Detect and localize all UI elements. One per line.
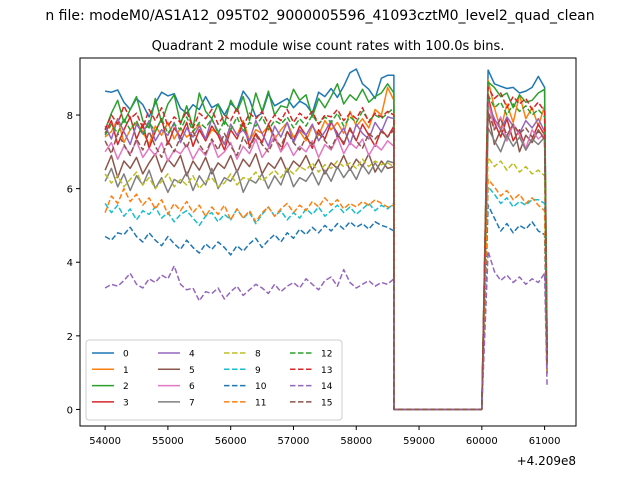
legend-label: 15 bbox=[321, 398, 332, 408]
y-tick-label: 2 bbox=[67, 332, 73, 343]
x-tick-label: 61000 bbox=[529, 436, 561, 447]
x-offset-label: +4.209e8 bbox=[517, 454, 576, 468]
legend-label: 13 bbox=[321, 366, 332, 376]
x-tick-label: 54000 bbox=[89, 436, 121, 447]
y-tick-label: 4 bbox=[67, 258, 73, 269]
legend-label: 6 bbox=[189, 382, 195, 392]
y-tick-label: 6 bbox=[67, 185, 73, 196]
figure-suptitle: n file: modeM0/AS1A12_095T02_9000005596_… bbox=[45, 8, 594, 24]
plot-frame bbox=[79, 57, 577, 427]
legend-label: 3 bbox=[123, 398, 129, 408]
series-line-12 bbox=[104, 94, 548, 411]
x-tick-label: 55000 bbox=[152, 436, 184, 447]
y-axis: 0 2 4 6 8 bbox=[67, 111, 80, 416]
legend-label: 5 bbox=[189, 366, 195, 376]
x-tick-label: 59000 bbox=[403, 436, 435, 447]
legend-label: 7 bbox=[189, 398, 195, 408]
x-tick-label: 60000 bbox=[466, 436, 498, 447]
x-tick-label: 56000 bbox=[215, 436, 247, 447]
y-tick-label: 0 bbox=[67, 405, 73, 416]
legend-box bbox=[85, 339, 343, 421]
x-axis: 54000 55000 56000 57000 58000 59000 60000 61000 bbox=[89, 426, 561, 447]
chart-title: Quadrant 2 module wise count rates with … bbox=[152, 39, 505, 54]
legend-label: 1 bbox=[123, 366, 129, 376]
legend-label: 4 bbox=[189, 350, 195, 360]
legend-label: 0 bbox=[123, 350, 129, 360]
x-tick-label: 57000 bbox=[278, 436, 310, 447]
legend-label: 2 bbox=[123, 382, 129, 392]
legend-label: 10 bbox=[255, 382, 267, 392]
legend-label: 9 bbox=[255, 366, 261, 376]
y-tick-label: 8 bbox=[67, 111, 73, 122]
series-line-15 bbox=[104, 110, 548, 411]
legend-label: 8 bbox=[255, 350, 261, 360]
legend-label: 14 bbox=[321, 382, 333, 392]
legend-label: 12 bbox=[321, 350, 332, 360]
x-tick-label: 58000 bbox=[340, 436, 372, 447]
legend-label: 11 bbox=[255, 398, 266, 408]
plot-area bbox=[104, 68, 548, 411]
